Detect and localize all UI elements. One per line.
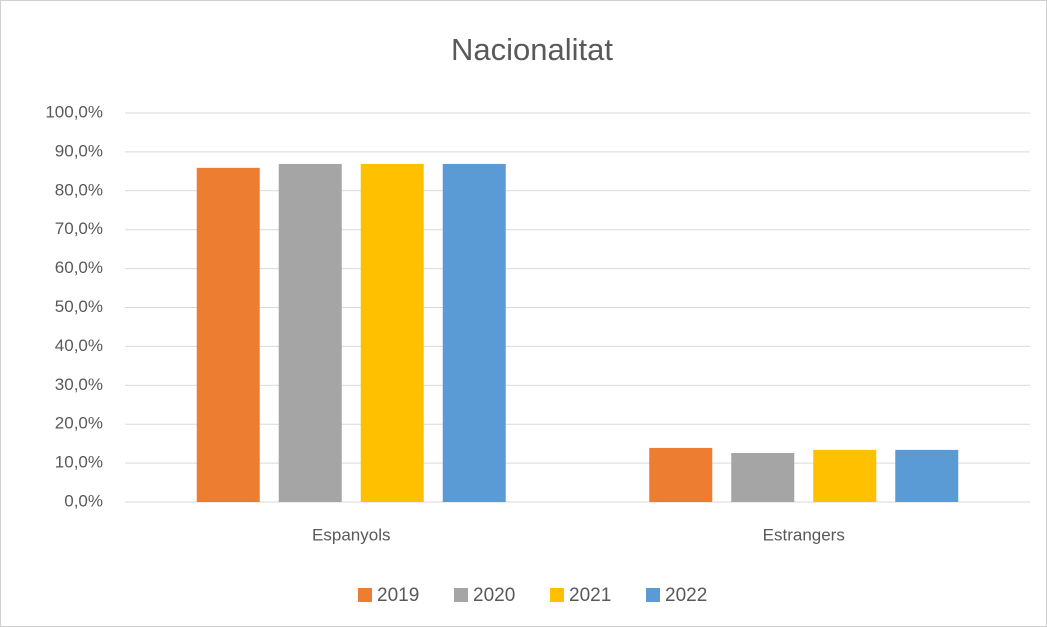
y-tick-label: 10,0% xyxy=(55,453,103,472)
y-tick-label: 80,0% xyxy=(55,180,103,199)
legend-swatch xyxy=(550,588,564,602)
y-tick-label: 70,0% xyxy=(55,219,103,238)
y-tick-label: 100,0% xyxy=(45,102,103,121)
x-tick-label: Estrangers xyxy=(763,525,845,544)
y-tick-label: 20,0% xyxy=(55,414,103,433)
y-tick-label: 30,0% xyxy=(55,375,103,394)
bar xyxy=(196,167,260,502)
y-tick-label: 50,0% xyxy=(55,297,103,316)
legend-swatch xyxy=(454,588,468,602)
y-tick-label: 90,0% xyxy=(55,141,103,160)
bar xyxy=(360,163,424,503)
legend-label: 2019 xyxy=(377,585,419,606)
x-tick-label: Espanyols xyxy=(312,525,390,544)
legend-label: 2022 xyxy=(665,585,707,606)
legend-swatch xyxy=(646,588,660,602)
legend-label: 2020 xyxy=(473,585,515,606)
legend-swatch xyxy=(358,588,372,602)
y-tick-label: 60,0% xyxy=(55,258,103,277)
bar xyxy=(731,452,795,502)
y-tick-label: 0,0% xyxy=(64,491,103,510)
legend-label: 2021 xyxy=(569,585,611,606)
bar xyxy=(813,449,877,502)
bar xyxy=(895,449,959,502)
bar xyxy=(649,447,713,502)
bar xyxy=(442,163,506,503)
chart-title: Nacionalitat xyxy=(451,32,613,67)
bar xyxy=(278,163,342,503)
y-tick-label: 40,0% xyxy=(55,336,103,355)
